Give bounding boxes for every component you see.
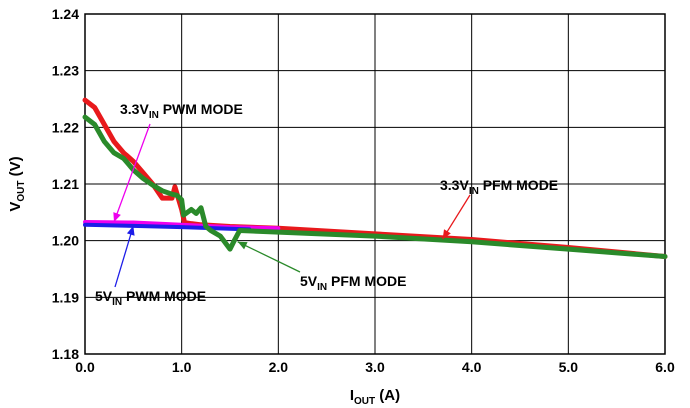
annotation-arrowhead <box>126 225 135 236</box>
series-lines <box>82 97 668 260</box>
annotation-label: 5VIN PWM MODE <box>95 288 206 308</box>
tick-labels: 0.0 1.0 2.0 3.0 4.0 5.0 6.0 1.18 1.19 1.20 1.21 1.2… <box>52 6 675 375</box>
annotation-arrowhead <box>113 212 121 222</box>
x-tick-label: 4.0 <box>462 359 482 375</box>
x-axis-label: IOUT (A) <box>350 387 400 407</box>
x-tick-label: 1.0 <box>172 359 192 375</box>
series-line <box>82 114 668 260</box>
x-tick-label: 0.0 <box>75 359 95 375</box>
series-line <box>83 222 252 232</box>
y-tick-label: 1.19 <box>52 289 79 305</box>
annotations: 3.3VIN PWM MODE 3.3VIN PFM MODE 5VIN PFM M… <box>95 101 558 308</box>
annotation-label: 5VIN PFM MODE <box>300 273 406 293</box>
plot-frame <box>84 13 666 355</box>
annotation-label: 3.3VIN PWM MODE <box>120 101 243 121</box>
annotation-arrow <box>114 225 134 288</box>
y-tick-label: 1.22 <box>52 119 79 135</box>
x-tick-label: 5.0 <box>559 359 579 375</box>
x-tick-label: 3.0 <box>365 359 385 375</box>
x-tick-label: 2.0 <box>269 359 289 375</box>
x-tick-label: 6.0 <box>655 359 675 375</box>
annotation-arrow <box>237 241 301 273</box>
y-tick-label: 1.18 <box>52 346 79 362</box>
annotation-label: 3.3VIN PFM MODE <box>440 177 558 197</box>
annotation-arrowhead <box>442 229 451 239</box>
grid <box>85 14 665 354</box>
annotation-arrow <box>113 123 151 223</box>
y-tick-label: 1.20 <box>52 233 79 249</box>
annotation-arrowhead <box>237 241 248 250</box>
y-tick-label: 1.24 <box>52 6 79 22</box>
y-tick-label: 1.23 <box>52 63 79 79</box>
y-axis-label: VOUT (V) <box>7 156 27 211</box>
y-tick-label: 1.21 <box>52 176 79 192</box>
